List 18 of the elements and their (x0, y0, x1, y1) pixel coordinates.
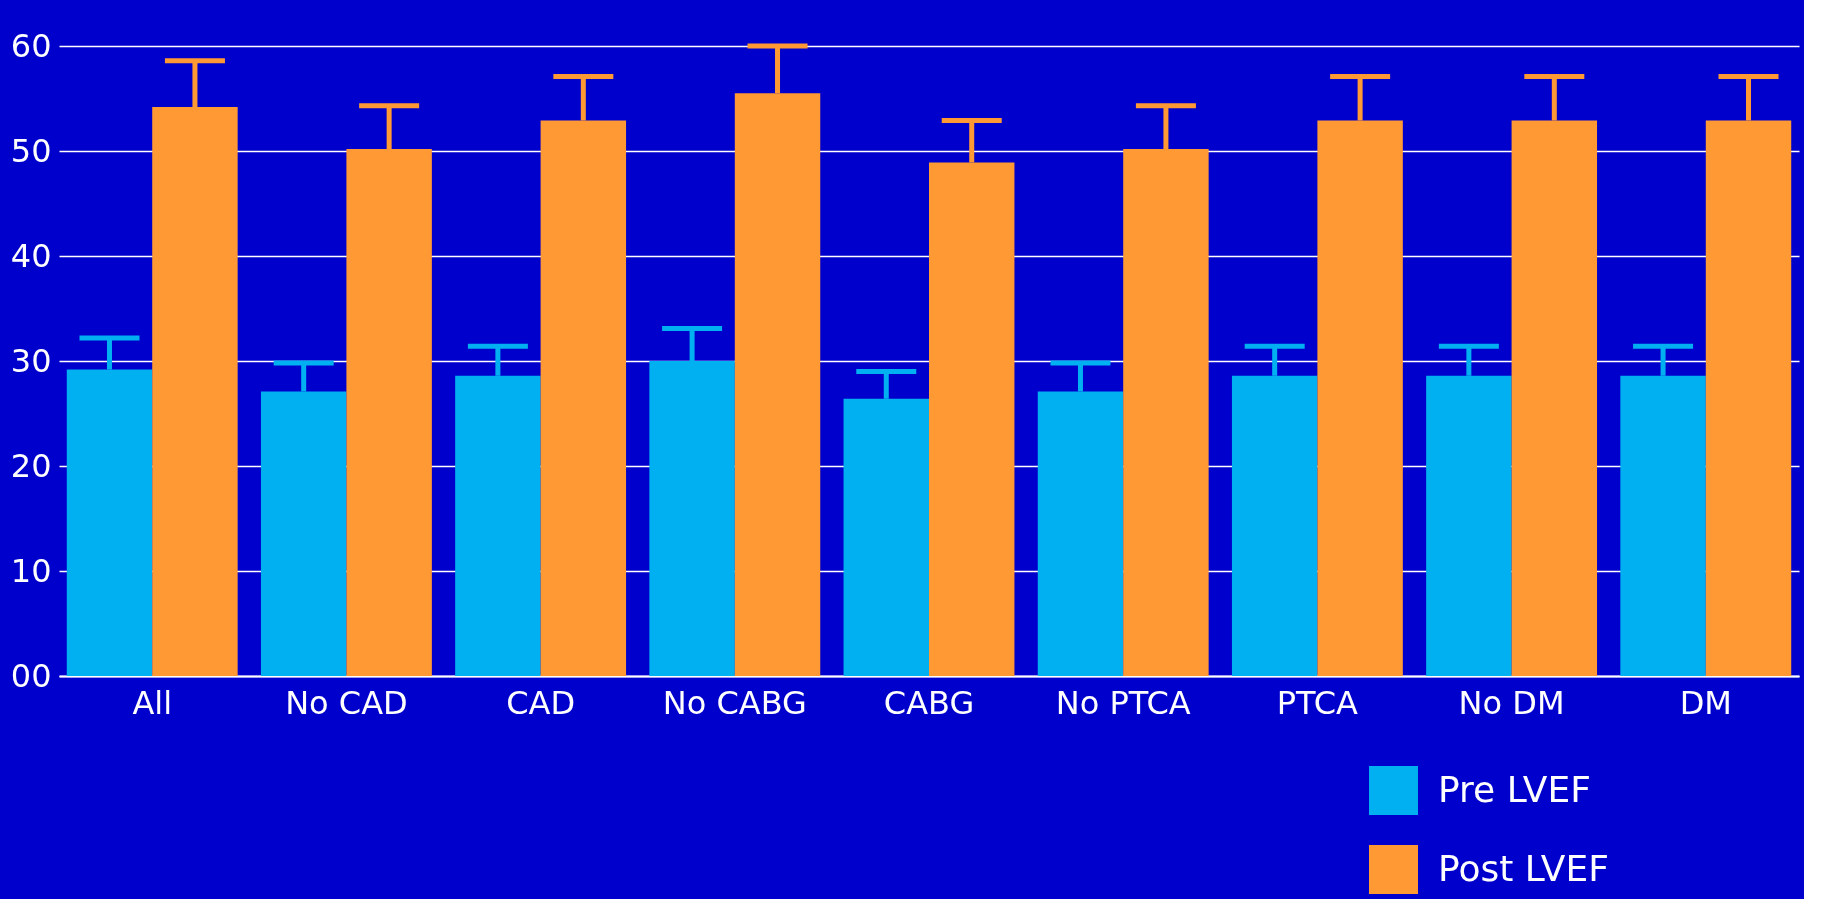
x-tick-label: All (132, 683, 173, 722)
y-tick-label: 40 (10, 236, 52, 275)
y-tick-label: 20 (10, 446, 52, 485)
y-tick-label: 30 (10, 341, 52, 380)
y-tick-label: 50 (10, 131, 52, 170)
x-tick-label: CAD (506, 683, 576, 722)
x-tick-label: No CABG (662, 683, 807, 722)
y-tick-label: 00 (10, 656, 52, 695)
x-tick-label: No PTCA (1055, 683, 1191, 722)
x-tick-label: PTCA (1276, 683, 1359, 722)
x-tick-label: DM (1679, 683, 1732, 722)
x-tick-label: CABG (883, 683, 975, 722)
y-tick-label: 60 (10, 26, 52, 65)
x-tick-label: No CAD (285, 683, 408, 722)
y-tick-label: 10 (10, 551, 52, 590)
legend-label: Pre LVEF (1438, 768, 1591, 810)
legend-label: Post LVEF (1438, 847, 1609, 889)
x-tick-label: No DM (1458, 683, 1565, 722)
